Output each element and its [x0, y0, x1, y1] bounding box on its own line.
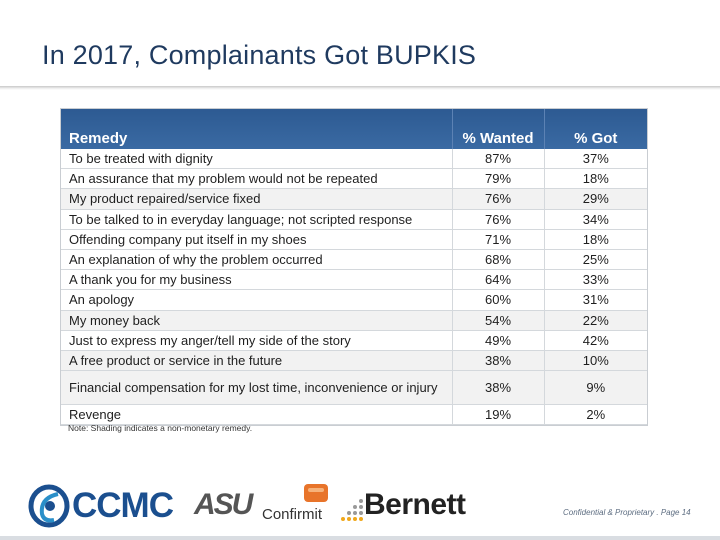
wanted-cell: 64%	[451, 269, 544, 291]
remedy-cell: An explanation of why the problem occurr…	[61, 249, 452, 271]
shading-note: Note: Shading indicates a non-monetary r…	[68, 423, 253, 433]
table-row: A free product or service in the future 3…	[61, 350, 647, 372]
header-remedy: Remedy	[61, 109, 452, 149]
table-row: My money back 54% 22%	[61, 310, 647, 331]
wanted-cell: 49%	[451, 330, 544, 351]
got-cell: 37%	[543, 149, 647, 170]
wanted-cell: 87%	[451, 149, 544, 170]
table-row: Revenge 19% 2%	[61, 404, 647, 426]
slide-title: In 2017, Complainants Got BUPKIS	[42, 40, 477, 70]
table-row: Just to express my anger/tell my side of…	[61, 330, 647, 351]
remedy-cell: My money back	[61, 310, 452, 331]
wanted-cell: 71%	[451, 229, 544, 250]
got-cell: 2%	[543, 404, 647, 426]
table-row: Offending company put itself in my shoes…	[61, 229, 647, 250]
table-body: To be treated with dignity 87% 37% An assur…	[61, 149, 647, 426]
table-row: A thank you for my business 64% 33%	[61, 269, 647, 291]
asu-logo-text: ASU	[194, 488, 253, 521]
got-cell: 34%	[543, 209, 647, 230]
wanted-cell: 79%	[451, 168, 544, 190]
remedy-cell: Offending company put itself in my shoes	[61, 229, 452, 250]
remedy-cell: My product repaired/service fixed	[61, 188, 452, 210]
wanted-cell: 76%	[451, 188, 544, 210]
got-cell: 25%	[543, 249, 647, 271]
remedy-cell: To be talked to in everyday language; no…	[61, 209, 452, 230]
wanted-cell: 68%	[451, 249, 544, 271]
remedy-cell: Just to express my anger/tell my side of…	[61, 330, 452, 351]
remedy-cell: An apology	[61, 289, 452, 311]
got-cell: 29%	[543, 188, 647, 210]
ccmc-logo-text: CCMC	[72, 486, 174, 525]
remedy-cell: An assurance that my problem would not b…	[61, 168, 452, 190]
remedy-cell: Financial compensation for my lost time,…	[61, 370, 452, 406]
table-row: Financial compensation for my lost time,…	[61, 370, 647, 406]
confirmit-badge-icon	[304, 484, 328, 502]
table-row: My product repaired/service fixed 76% 29%	[61, 188, 647, 210]
got-cell: 33%	[543, 269, 647, 291]
table-row: To be talked to in everyday language; no…	[61, 209, 647, 230]
wanted-cell: 60%	[451, 289, 544, 311]
got-cell: 42%	[543, 330, 647, 351]
header-wanted: % Wanted	[451, 109, 544, 149]
confirmit-logo-text: Confirmit	[262, 506, 323, 523]
wanted-cell: 19%	[451, 404, 544, 426]
table-header-row: Remedy % Wanted % Got	[61, 109, 647, 149]
remedy-cell: To be treated with dignity	[61, 149, 452, 170]
wanted-cell: 54%	[451, 310, 544, 331]
page-footer: Confidential & Proprietary . Page 14	[563, 508, 691, 517]
got-cell: 31%	[543, 289, 647, 311]
table-row: An assurance that my problem would not b…	[61, 168, 647, 190]
wanted-cell: 38%	[451, 370, 544, 406]
bernett-logo: Bernett	[340, 488, 480, 524]
footer-divider	[0, 536, 720, 540]
remedy-cell: A thank you for my business	[61, 269, 452, 291]
remedy-cell: Revenge	[61, 404, 452, 426]
remedy-table: Remedy % Wanted % Got To be treated with…	[61, 109, 647, 426]
header-got: % Got	[543, 109, 647, 149]
remedy-table-container: Remedy % Wanted % Got To be treated with…	[61, 109, 647, 426]
title-divider	[0, 86, 720, 90]
table-row: An explanation of why the problem occurr…	[61, 249, 647, 271]
got-cell: 22%	[543, 310, 647, 331]
table-row: An apology 60% 31%	[61, 289, 647, 311]
wanted-cell: 38%	[451, 350, 544, 372]
got-cell: 10%	[543, 350, 647, 372]
remedy-cell: A free product or service in the future	[61, 350, 452, 372]
confirmit-logo: Confirmit	[262, 482, 332, 526]
table-row: To be treated with dignity 87% 37%	[61, 149, 647, 170]
asu-logo: ASU	[194, 488, 258, 524]
wanted-cell: 76%	[451, 209, 544, 230]
got-cell: 18%	[543, 229, 647, 250]
got-cell: 9%	[543, 370, 647, 406]
bernett-logo-text: Bernett	[364, 488, 466, 521]
ccmc-swirl-icon	[28, 484, 70, 528]
bernett-dots-icon	[341, 499, 363, 521]
ccmc-logo: CCMC	[28, 484, 188, 528]
got-cell: 18%	[543, 168, 647, 190]
